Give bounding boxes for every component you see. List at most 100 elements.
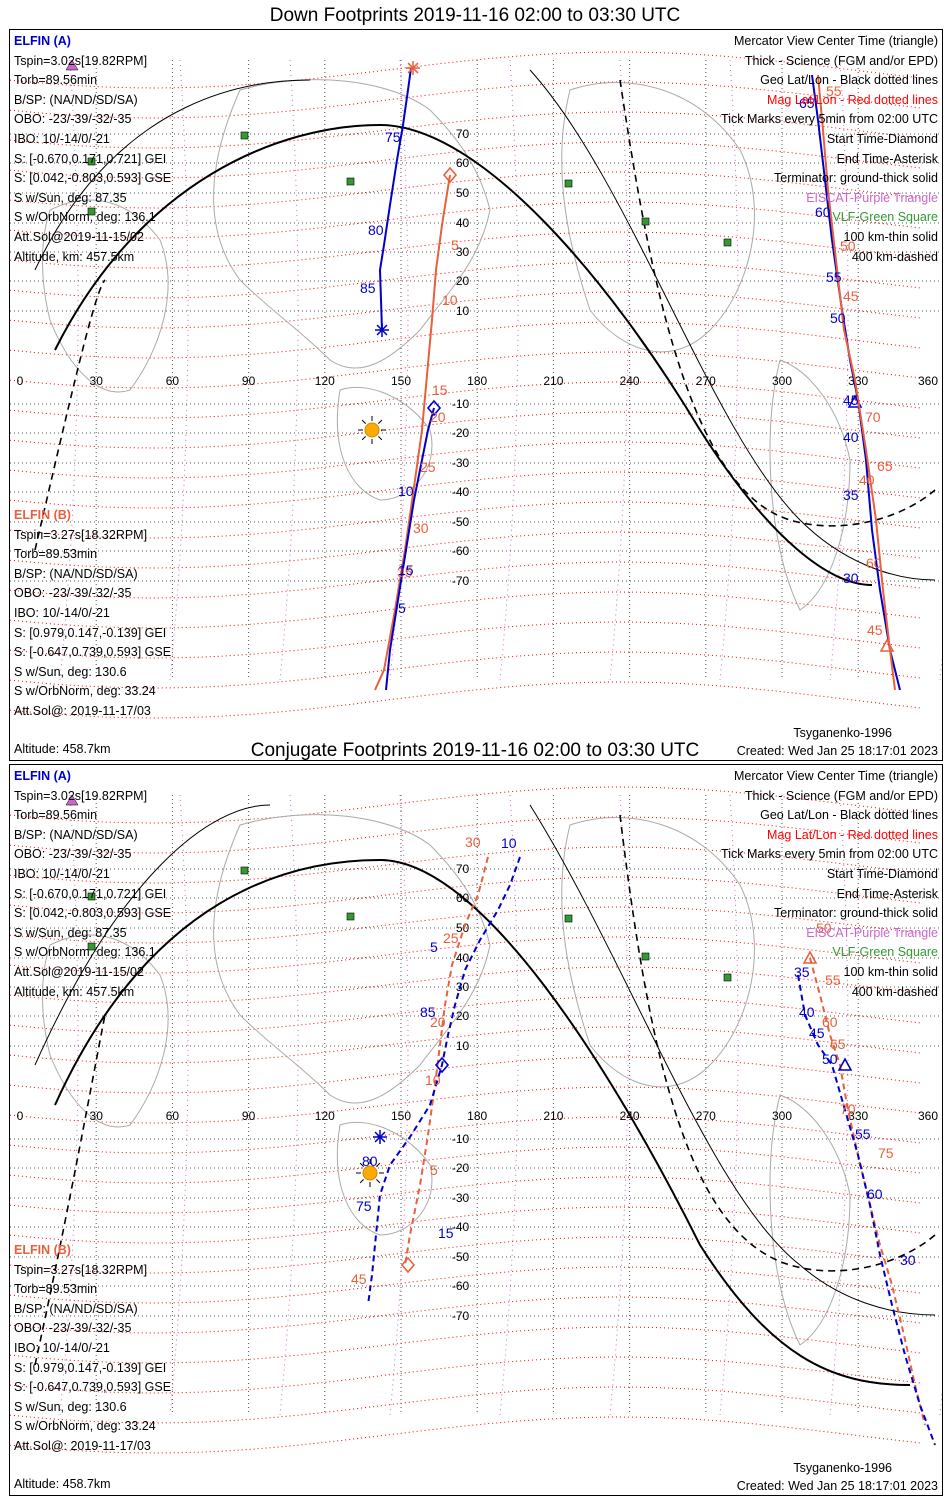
time-tick-label: 35 — [397, 564, 413, 580]
longitude-label: 270 — [696, 374, 716, 388]
time-tick-label: 30 — [465, 834, 481, 850]
mag-parallel — [10, 876, 923, 914]
latitude-label: 20 — [456, 274, 470, 288]
info-line: S: [-0.647,0.739,0.593] GSE — [14, 1380, 172, 1395]
footprint-track — [809, 957, 926, 1426]
mag-parallel — [10, 651, 923, 689]
info-line: S w/OrbNorm, deg: 136.1 — [14, 210, 156, 225]
elfin-a-info: ELFIN (A) Tspin=3.02s[19.82RPM] Torb=89.… — [14, 767, 171, 1002]
legend-item: Mercator View Center Time (triangle) — [733, 34, 938, 48]
time-tick-label: 70 — [840, 1101, 856, 1117]
longitude-label: 90 — [242, 374, 256, 388]
elfin-a-label: ELFIN (A) — [14, 34, 71, 48]
time-tick-label: 55 — [855, 1126, 871, 1142]
vlf-station-square — [641, 217, 650, 226]
time-tick-label: 20 — [430, 1014, 446, 1030]
info-line: Att.Sol@2019-11-15/02 — [14, 964, 144, 979]
info-line: OBO: -23/-39/-32/-35 — [14, 586, 132, 601]
center-time-triangle — [837, 1057, 853, 1071]
mercator-map: 0 30 60 90 120 150 180 210 240 270 300 330 360 70 60 50… — [10, 51, 942, 719]
mag-parallel — [10, 471, 923, 509]
vlf-station-square — [87, 157, 96, 166]
mag-parallel — [10, 381, 923, 419]
time-tick-label: 10 — [442, 292, 458, 308]
mag-parallel — [10, 141, 923, 179]
elfin-b-info: ELFIN (B) Tspin=3.27s[18.32RPM] Torb=89.… — [14, 1241, 171, 1457]
sun-ray — [376, 1162, 381, 1167]
mag-parallel — [10, 261, 923, 299]
vlf-station-square — [87, 892, 96, 901]
latitude-label: -10 — [452, 1132, 470, 1146]
panel-title: Down Footprints 2019-11-16 02:00 to 03:3… — [269, 5, 681, 26]
mag-meridian — [389, 794, 409, 1416]
info-line: B/SP: (NA/ND/SD/SA) — [14, 827, 138, 842]
mag-meridian — [609, 794, 629, 1416]
legend-item: Thick - Science (FGM and/or EPD) — [744, 53, 938, 68]
mag-parallel — [10, 321, 923, 359]
center-time-triangle — [879, 638, 895, 652]
longitude-label: 180 — [467, 1109, 487, 1123]
footprint-map-panel-down: 0 30 60 90 120 150 180 210 240 270 300 330 360 70 60 50… — [9, 29, 943, 761]
latitude-label: -20 — [452, 426, 470, 440]
time-tick-label: 85 — [360, 280, 376, 296]
vlf-station-square — [564, 914, 573, 923]
sun-ray — [378, 419, 383, 424]
latitude-label: 10 — [456, 1039, 470, 1053]
terminator-100km — [34, 69, 936, 581]
panel-title: Conjugate Footprints 2019-11-16 02:00 to… — [250, 740, 700, 761]
longitude-label: 360 — [918, 374, 938, 388]
sun-ray — [378, 436, 383, 441]
latitude-label: 60 — [456, 156, 470, 170]
sun-icon — [362, 1165, 378, 1181]
legend-item: EISCAT-Purple Triangle — [806, 925, 938, 940]
longitude-label: 240 — [620, 374, 640, 388]
info-line: S: [-0.670,0.171,0.721] GEI — [14, 151, 167, 166]
longitude-label: 150 — [391, 374, 411, 388]
latitude-label: -70 — [452, 574, 470, 588]
mag-parallel — [10, 591, 923, 629]
longitude-label: 0 — [17, 1109, 24, 1123]
time-tick-label: 75 — [385, 129, 401, 145]
sun-ray — [376, 1179, 381, 1184]
time-tick-label: 65 — [799, 95, 815, 111]
time-tick-label: 35 — [843, 487, 859, 503]
longitude-label: 330 — [848, 374, 868, 388]
coastline — [42, 934, 169, 1128]
info-line: S: [-0.670,0.171,0.721] GEI — [14, 886, 167, 901]
time-tick-label: 40 — [859, 472, 875, 488]
time-tick-label: 10 — [398, 483, 414, 499]
mag-parallel — [10, 786, 923, 824]
time-tick-label: 10 — [425, 1072, 441, 1088]
time-tick-label: 75 — [878, 1145, 894, 1161]
mag-parallel — [10, 1116, 923, 1154]
coastline — [336, 1121, 433, 1236]
footprint-track — [367, 856, 521, 1306]
coastline — [769, 359, 851, 611]
footprint-track — [378, 67, 412, 331]
mag-parallel — [10, 81, 923, 119]
mag-parallel — [10, 966, 923, 1004]
latitude-label: 70 — [456, 862, 470, 876]
terminator-100km — [34, 804, 936, 1316]
mag-meridian — [939, 653, 942, 681]
info-line: Att.Sol@2019-11-15/02 — [14, 229, 144, 244]
footprint-track — [385, 407, 435, 691]
info-line: S: [0.979,0.147,-0.139] GEI — [14, 625, 167, 640]
map-legend: Mercator View Center Time (triangle) Thi… — [721, 767, 938, 1002]
mag-meridian — [389, 59, 409, 681]
footprint-track — [404, 856, 489, 1266]
time-tick-label: 70 — [865, 409, 881, 425]
model-label: Tsyganenko-1996 — [793, 726, 892, 740]
time-tick-label: 25 — [420, 459, 436, 475]
legend-item: End Time-Asterisk — [836, 886, 938, 901]
center-time-triangle — [802, 950, 818, 964]
legend-item: Mercator View Center Time (triangle) — [733, 769, 938, 783]
start-diamond — [400, 1256, 416, 1274]
legend-item: Mag Lat/Lon - Red dotted lines — [767, 92, 938, 107]
time-tick-label: 75 — [356, 1198, 372, 1214]
longitude-label: 60 — [166, 374, 180, 388]
mag-parallel — [10, 501, 923, 539]
time-tick-label: 45 — [867, 622, 883, 638]
coastline — [213, 79, 491, 369]
sun-ray — [361, 436, 366, 441]
